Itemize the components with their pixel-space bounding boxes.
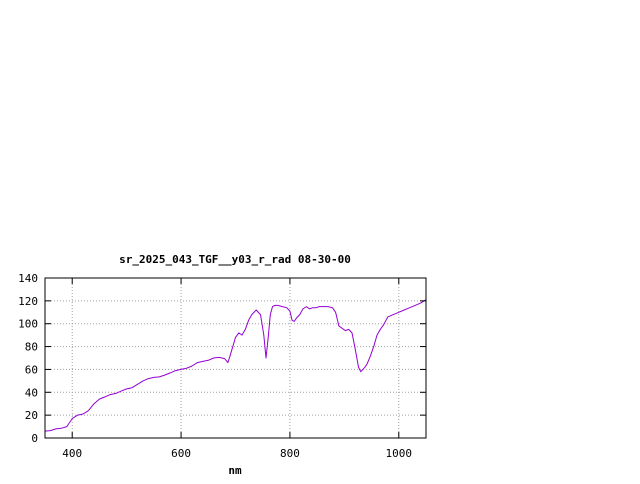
y-tick-label: 60	[25, 363, 38, 376]
y-tick-label: 140	[18, 272, 38, 285]
x-axis: 400 600 800 1000	[62, 278, 412, 460]
y-tick-label: 0	[31, 432, 38, 445]
x-tick-label: 1000	[386, 447, 413, 460]
y-tick-label: 20	[25, 409, 38, 422]
y-tick-label: 120	[18, 295, 38, 308]
x-tick-label: 600	[171, 447, 191, 460]
y-tick-label: 40	[25, 386, 38, 399]
chart-title: sr_2025_043_TGF__y03_r_rad 08-30-00	[119, 253, 351, 266]
x-axis-label: nm	[228, 464, 242, 477]
x-tick-label: 400	[62, 447, 82, 460]
plot-frame	[44, 277, 427, 439]
y-tick-label: 100	[18, 318, 38, 331]
y-tick-label: 80	[25, 341, 38, 354]
series-layer	[44, 299, 427, 432]
y-axis: 0 20 40 60 80 100 120 140	[18, 272, 426, 445]
series-line	[44, 299, 427, 432]
grid-lines	[45, 278, 426, 438]
x-tick-label: 800	[280, 447, 300, 460]
